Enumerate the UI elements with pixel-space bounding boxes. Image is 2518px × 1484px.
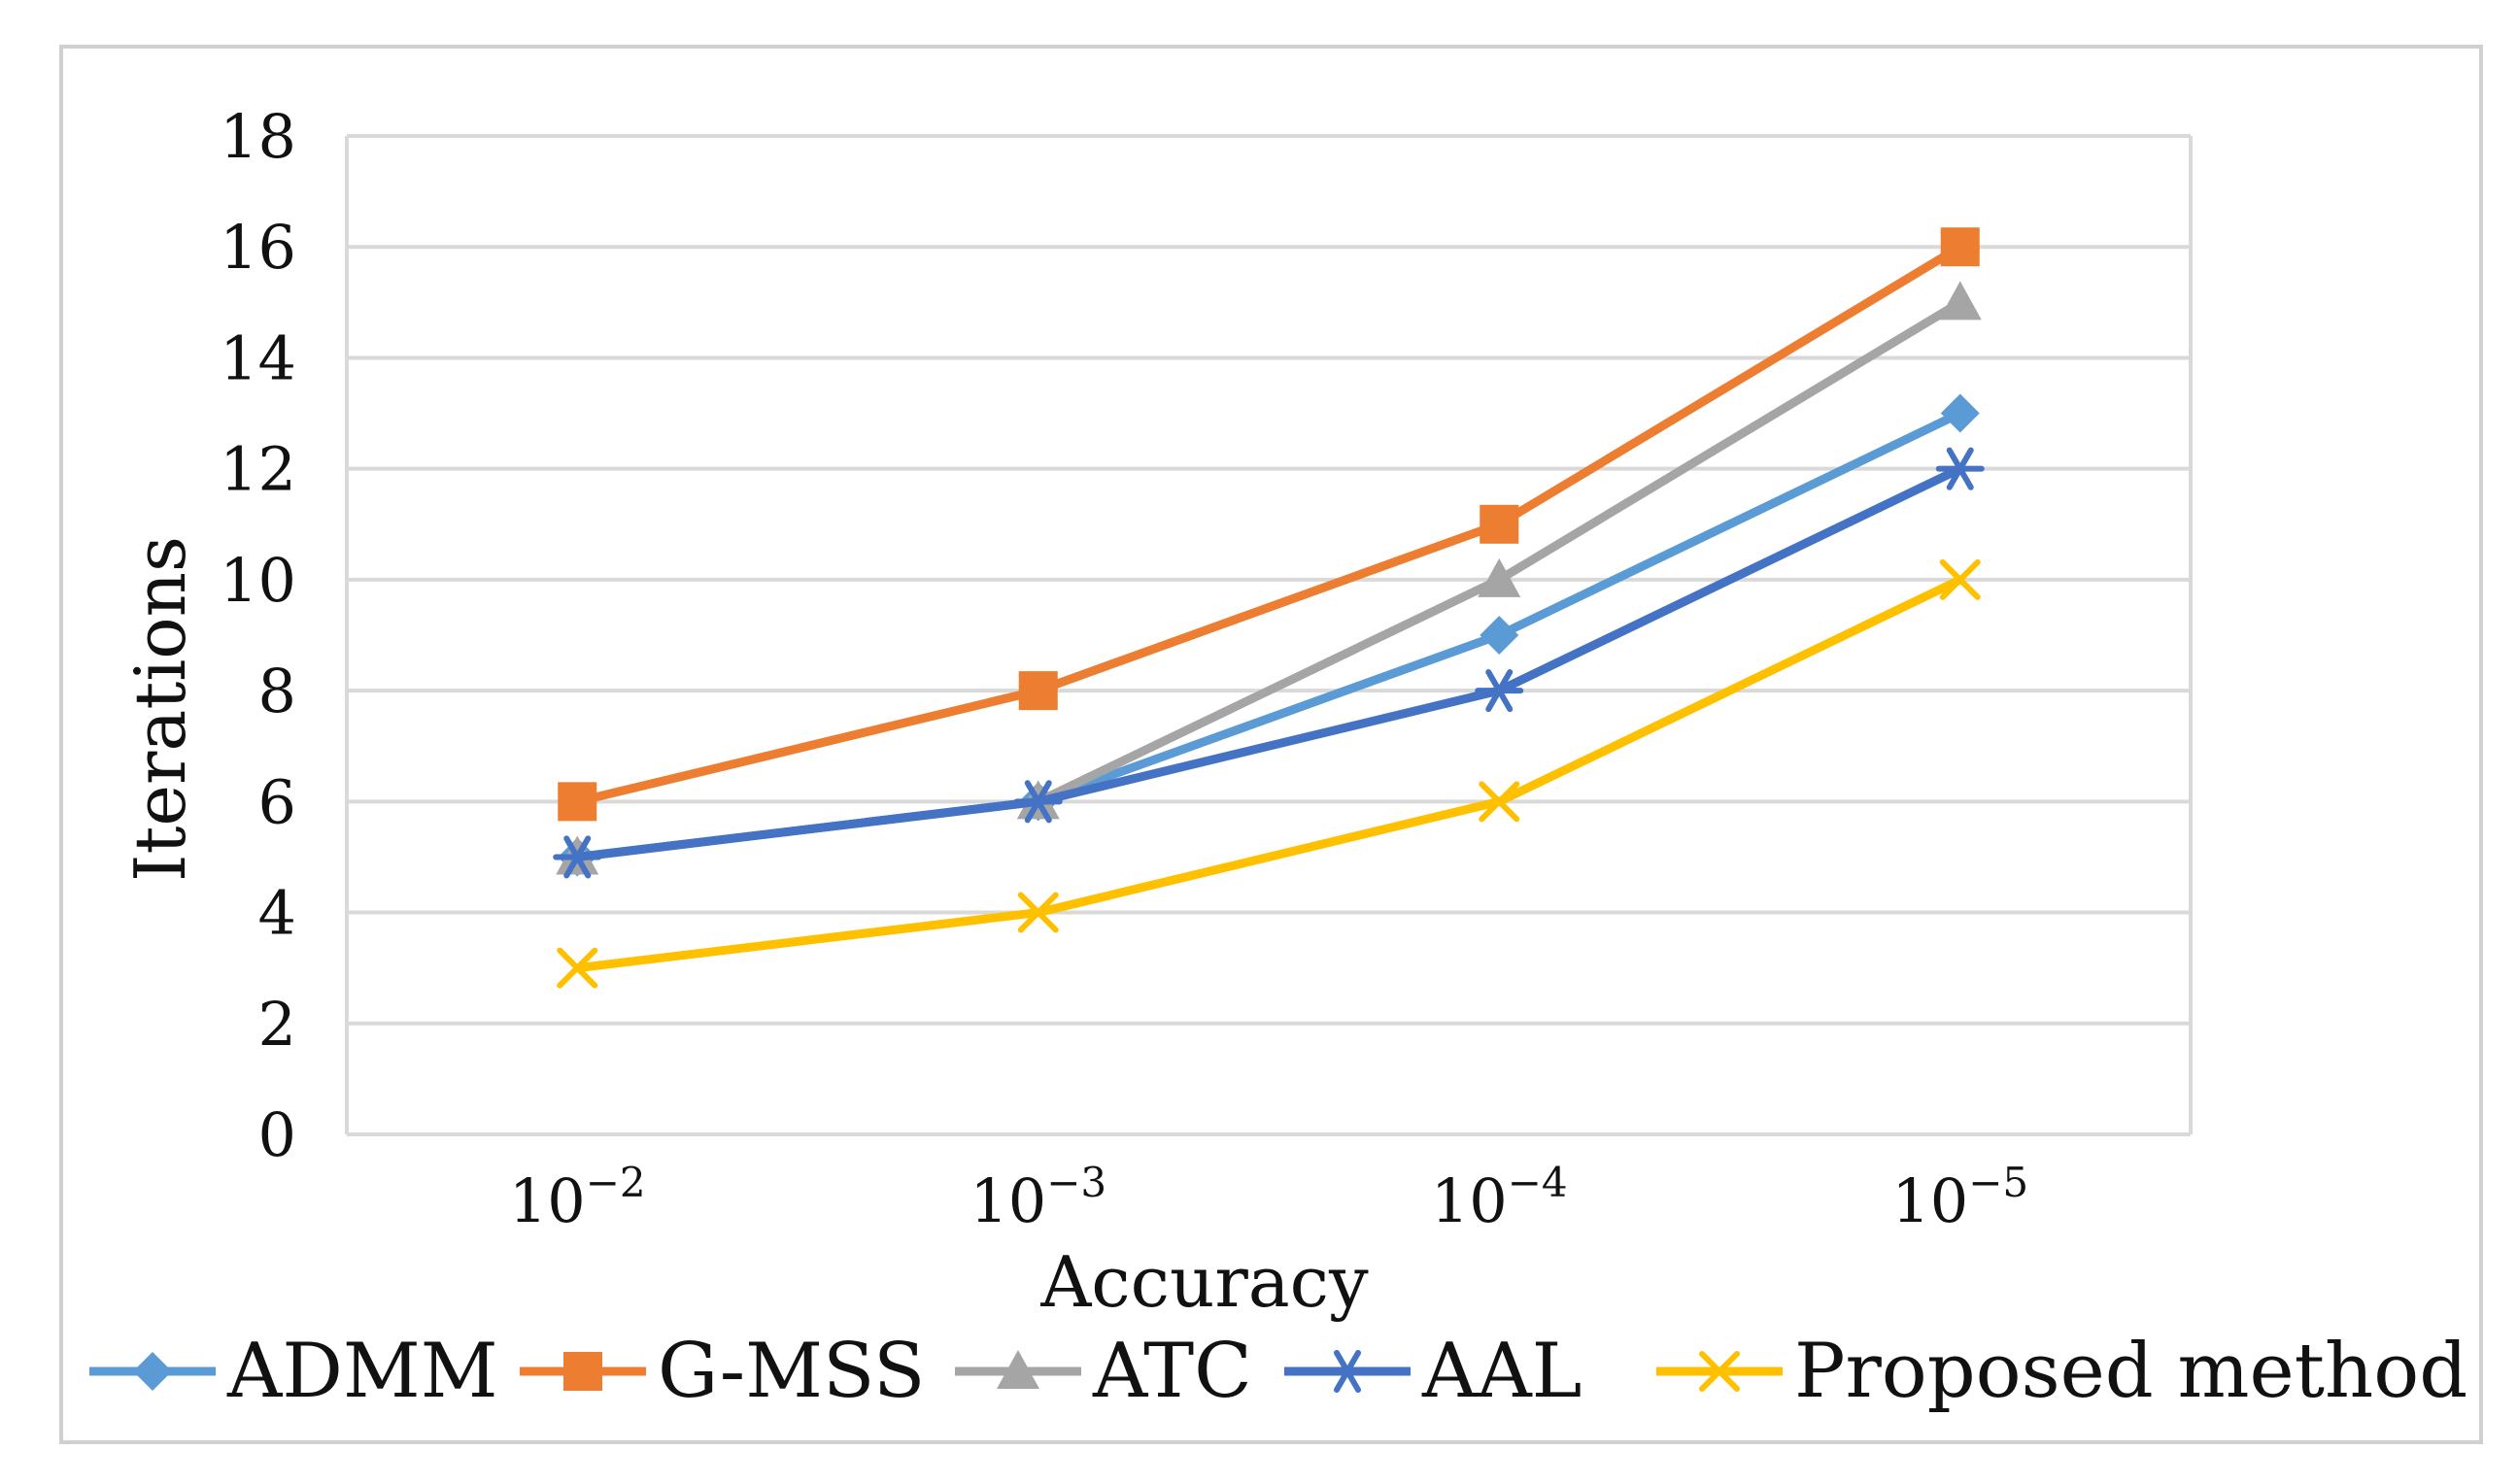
x-tick-label: 10−3: [970, 1159, 1106, 1236]
legend: ADMM G-MSS ATC AAL Proposed method: [89, 1328, 2467, 1415]
legend-item-aal: AAL: [1284, 1328, 1582, 1415]
gridlines: [345, 134, 2193, 1136]
data-point-atc: [1938, 281, 1982, 320]
legend-label: ATC: [1092, 1328, 1252, 1415]
series-aal: [553, 447, 1985, 879]
y-tick-label: 12: [220, 434, 296, 505]
data-point-g-mss: [1018, 671, 1058, 711]
data-point-admm: [1940, 393, 1980, 433]
series-g-mss: [558, 227, 1980, 822]
y-tick-label: 8: [258, 656, 296, 726]
legend-marker: [997, 1350, 1039, 1389]
x-axis-ticks: 10−2 10−3 10−4 10−5: [509, 1159, 2028, 1236]
data-point-g-mss: [1480, 504, 1519, 544]
series-line-g-mss: [572, 242, 1965, 806]
series-line-aal: [572, 464, 1965, 861]
series-line-proposed-method: [572, 575, 1965, 973]
x-tick-label: 10−4: [1431, 1159, 1568, 1236]
legend-marker: [1323, 1349, 1372, 1394]
legend-marker: [133, 1352, 172, 1391]
legend-marker: [1699, 1351, 1740, 1392]
legend-item-g-mss: G-MSS: [520, 1328, 925, 1415]
y-tick-label: 18: [220, 101, 296, 172]
x-tick-exponent: −4: [1508, 1159, 1568, 1206]
y-tick-label: 6: [258, 766, 296, 837]
series-group: [553, 227, 1985, 989]
data-point-atc: [1478, 557, 1521, 597]
data-point-aal: [1475, 669, 1524, 713]
y-tick-label: 4: [258, 878, 296, 949]
data-point-aal: [553, 835, 602, 879]
legend-marker: [563, 1352, 602, 1391]
data-point-proposed-method: [1939, 558, 1981, 600]
y-tick-label: 16: [220, 212, 296, 283]
y-tick-label: 2: [258, 989, 296, 1060]
x-tick-exponent: −2: [586, 1159, 646, 1206]
data-point-proposed-method: [557, 947, 598, 989]
x-tick-exponent: −3: [1046, 1159, 1106, 1206]
series-proposed-method: [557, 558, 1981, 989]
y-tick-label: 14: [220, 322, 296, 393]
data-point-admm: [1480, 616, 1519, 655]
y-axis-ticks: 0 2 4 6 8 10 12 14 16 18: [220, 101, 296, 1170]
x-tick-label: 10−2: [509, 1159, 646, 1236]
x-tick-base: 10: [1891, 1165, 1968, 1236]
x-tick-base: 10: [509, 1165, 586, 1236]
legend-label: ADMM: [226, 1328, 498, 1415]
x-tick-label: 10−5: [1891, 1159, 2028, 1236]
data-point-aal: [1013, 780, 1063, 824]
x-tick-base: 10: [970, 1165, 1046, 1236]
y-tick-label: 0: [258, 1099, 296, 1170]
y-tick-label: 10: [220, 545, 296, 616]
legend-item-proposed-method: Proposed method: [1656, 1328, 2467, 1415]
y-axis-title: Iterations: [119, 536, 201, 882]
legend-label: AAL: [1421, 1328, 1582, 1415]
legend-item-admm: ADMM: [89, 1328, 498, 1415]
legend-item-atc: ATC: [955, 1328, 1252, 1415]
data-point-g-mss: [558, 782, 597, 822]
x-tick-exponent: −5: [1968, 1159, 2028, 1206]
x-axis-title: Accuracy: [1039, 1241, 1369, 1323]
x-tick-base: 10: [1431, 1165, 1508, 1236]
legend-label: G-MSS: [658, 1328, 925, 1415]
data-point-proposed-method: [1479, 781, 1520, 823]
data-point-aal: [1935, 447, 1985, 490]
legend-label: Proposed method: [1794, 1328, 2467, 1415]
data-point-proposed-method: [1017, 892, 1059, 933]
data-point-g-mss: [1940, 227, 1980, 267]
